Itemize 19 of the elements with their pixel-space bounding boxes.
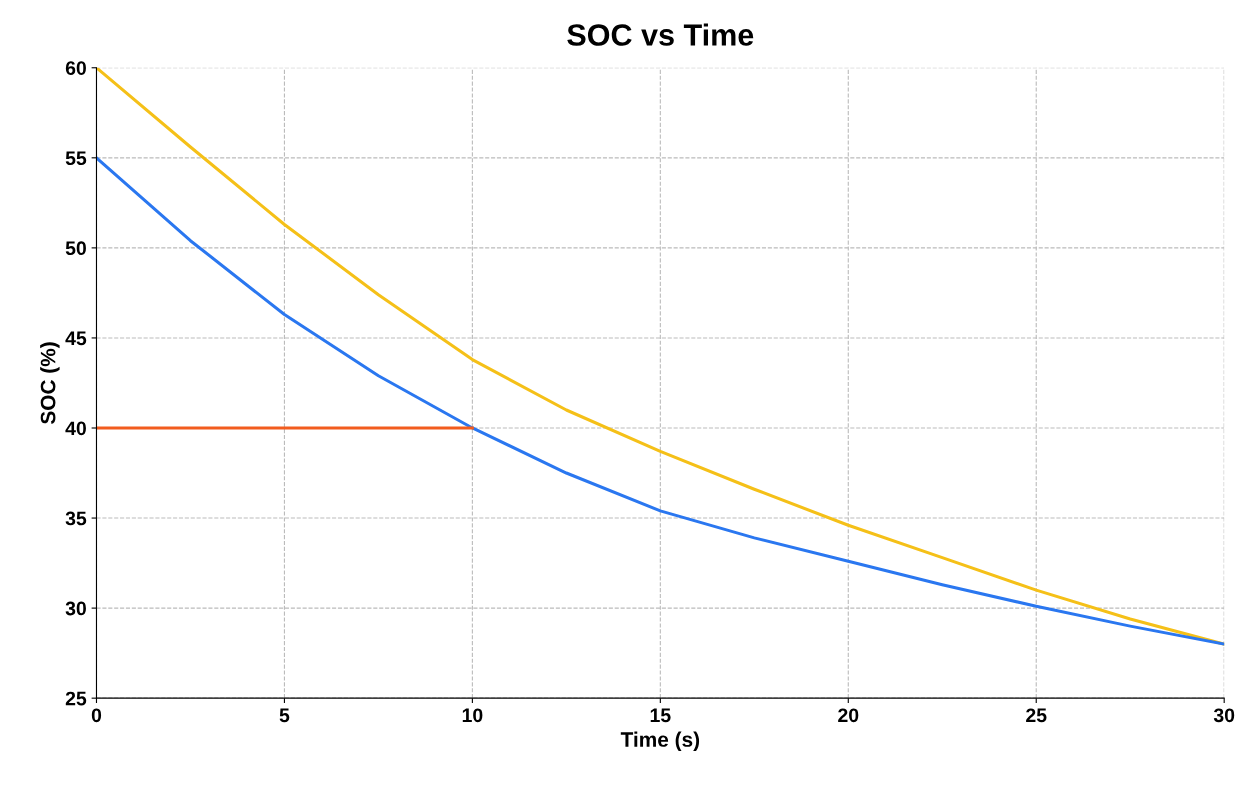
line-series [96, 156, 1225, 646]
x-tick-label: 10 [462, 708, 483, 723]
y-tick-label: 40 [65, 421, 86, 436]
x-tick-label: 30 [1213, 708, 1235, 723]
x-tick-label: 15 [650, 708, 671, 723]
x-tick-label: 5 [279, 708, 290, 723]
y-axis-title: SOC (%) [40, 342, 60, 425]
y-tick-label: 30 [65, 601, 86, 616]
y-tick-label: 60 [65, 61, 86, 75]
chart-title: SOC vs Time [567, 23, 754, 46]
x-tick-label: 0 [91, 708, 102, 723]
y-tick-label: 35 [65, 511, 87, 526]
x-axis-title: Time (s) [620, 731, 700, 751]
y-tick-label: 50 [65, 241, 86, 256]
y-tick-label: 25 [65, 691, 87, 706]
y-tick-label: 55 [65, 151, 87, 166]
y-tick-label: 45 [65, 331, 87, 346]
x-tick-label: 20 [838, 708, 859, 723]
x-tick-label: 25 [1026, 708, 1047, 723]
